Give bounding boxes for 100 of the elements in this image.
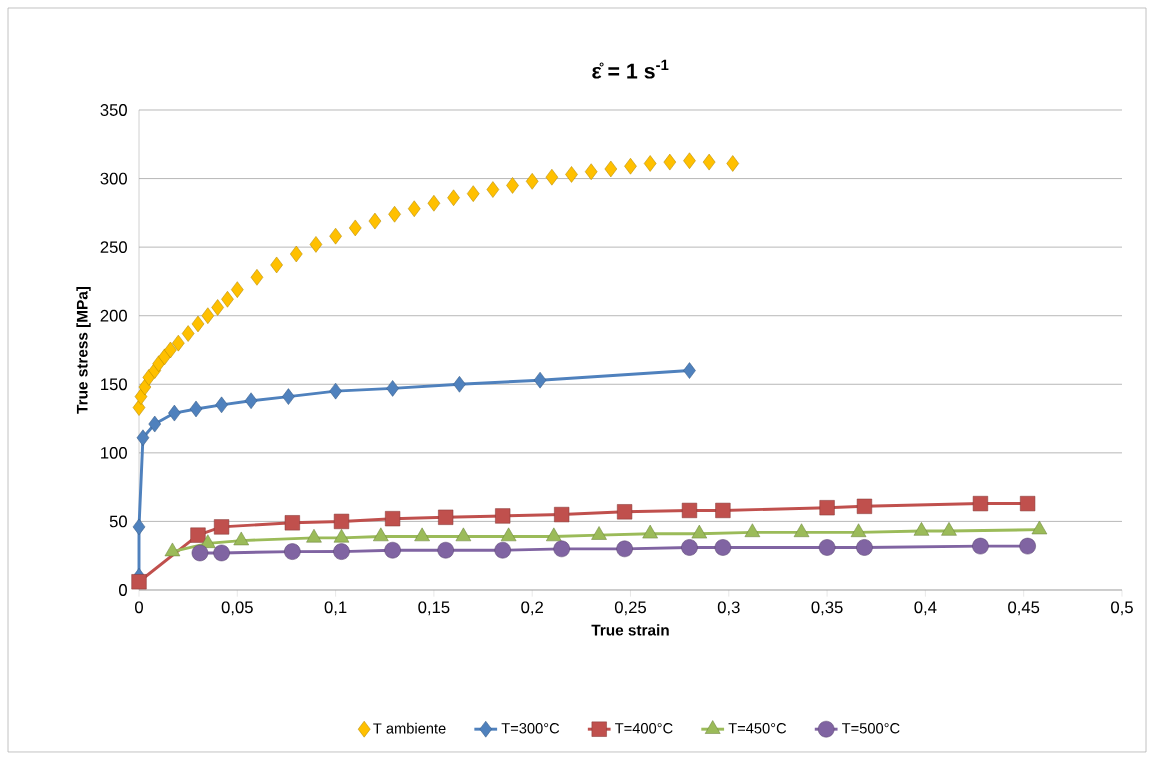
point <box>616 540 633 558</box>
point <box>941 522 957 536</box>
point <box>533 371 547 389</box>
point <box>189 400 203 418</box>
point <box>233 531 250 546</box>
point <box>136 429 150 447</box>
point <box>244 392 258 409</box>
point <box>131 574 147 590</box>
point <box>384 541 401 559</box>
point <box>213 519 230 535</box>
legend-label: T=450°C <box>728 723 787 734</box>
point <box>972 537 989 555</box>
point <box>545 168 559 186</box>
point <box>506 177 519 194</box>
y-tick-label: 200 <box>100 309 127 322</box>
x-tick-label: 0,35 <box>811 601 843 616</box>
point <box>190 527 206 543</box>
point <box>683 362 696 379</box>
point <box>407 200 421 218</box>
point <box>702 153 716 171</box>
point <box>1031 520 1048 535</box>
point <box>553 540 570 558</box>
legend-label: T ambiente <box>373 722 446 734</box>
point <box>132 518 146 536</box>
point <box>213 544 230 562</box>
point <box>333 543 350 560</box>
point <box>546 527 562 542</box>
point <box>191 544 209 562</box>
point <box>565 166 578 183</box>
point <box>643 155 657 172</box>
y-tick-label: 150 <box>101 378 127 391</box>
point <box>584 163 598 180</box>
point <box>164 542 181 557</box>
y-tick-label: 100 <box>101 446 127 459</box>
point <box>856 539 873 556</box>
point <box>525 173 539 190</box>
point <box>447 189 460 207</box>
point <box>726 155 739 172</box>
point <box>818 539 836 556</box>
point <box>714 539 732 556</box>
point <box>164 341 177 359</box>
point <box>388 205 401 223</box>
y-tick-label: 300 <box>100 172 127 185</box>
point <box>270 256 283 274</box>
point <box>1019 537 1036 555</box>
x-tick-label: 0,2 <box>521 601 543 616</box>
point <box>850 523 867 537</box>
point <box>373 527 389 542</box>
point <box>284 543 301 560</box>
point <box>329 227 342 245</box>
point <box>250 269 264 286</box>
point <box>349 219 362 237</box>
point <box>455 527 472 542</box>
point <box>282 388 295 405</box>
point <box>148 415 162 433</box>
point <box>385 511 401 527</box>
point <box>683 152 696 170</box>
point <box>427 194 441 212</box>
point <box>486 181 500 198</box>
point <box>617 504 633 520</box>
x-tick-label: 0,15 <box>418 601 450 616</box>
point <box>681 539 698 556</box>
x-tick-label: 0,3 <box>717 601 740 616</box>
chart-title: ε̊ = 1 s$^{-1}$ <box>592 59 669 79</box>
y-tick-label: 250 <box>100 241 127 254</box>
x-tick-label: 0,05 <box>221 601 253 616</box>
point <box>494 541 511 559</box>
point <box>414 527 430 542</box>
point <box>591 526 607 540</box>
point <box>215 396 228 414</box>
point <box>231 281 244 298</box>
x-tick-label: 0,5 <box>1111 601 1133 616</box>
point <box>284 515 300 531</box>
y-tick-label: 0 <box>119 584 127 596</box>
point <box>329 382 342 400</box>
point <box>132 399 146 416</box>
point <box>453 376 466 393</box>
x-tick-label: 0,4 <box>914 601 937 616</box>
legend-label: T=300°C <box>501 723 560 734</box>
point <box>691 524 708 539</box>
point <box>290 245 303 263</box>
point <box>624 157 637 175</box>
point <box>681 502 698 519</box>
point <box>437 541 454 559</box>
legend-label: T=400°C <box>615 723 673 734</box>
point <box>663 153 677 171</box>
point <box>306 528 322 543</box>
point <box>221 290 234 308</box>
y-tick-label: 350 <box>100 104 127 116</box>
legend-label: T=500°C <box>842 723 900 734</box>
y-tick-label: 50 <box>109 515 127 528</box>
point <box>172 334 185 352</box>
x-tick-label: 0,45 <box>1008 601 1040 616</box>
point <box>495 508 511 524</box>
point <box>1020 495 1036 512</box>
point <box>386 380 399 397</box>
y-axis-title: True stress [MPa] <box>76 286 91 414</box>
point <box>333 513 350 530</box>
x-tick-label: 0,25 <box>614 601 647 616</box>
point <box>500 527 517 542</box>
